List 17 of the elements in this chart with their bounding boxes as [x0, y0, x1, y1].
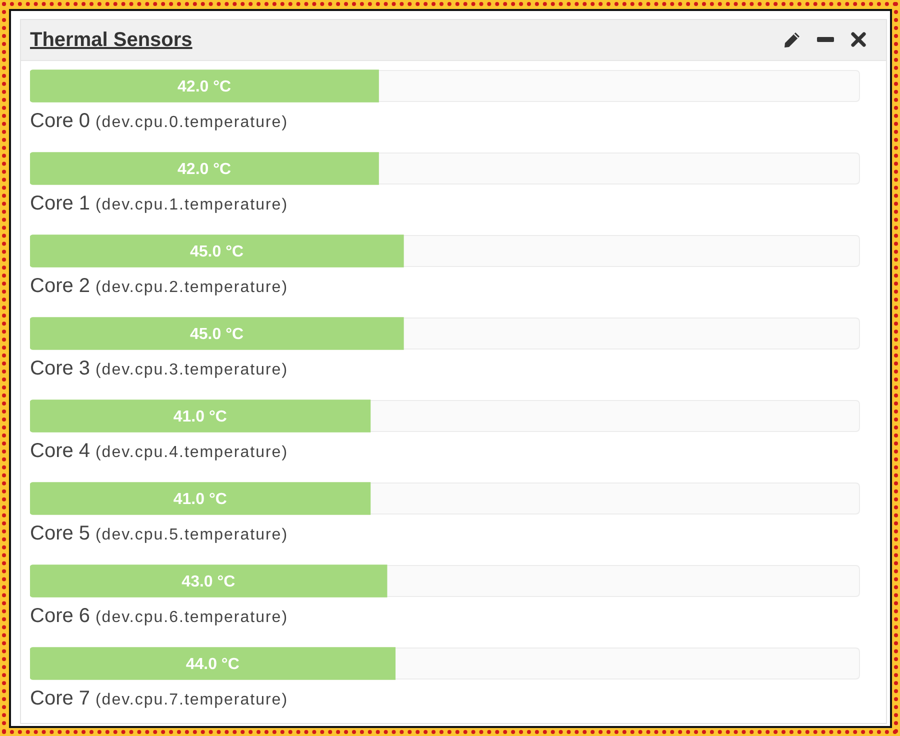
- data-label: 45.0 °C: [190, 326, 244, 343]
- y-tick-label: Core 5 (dev.cpu.5.temperature): [30, 522, 288, 544]
- y-tick-label: Core 3 (dev.cpu.3.temperature): [30, 358, 288, 380]
- data-label: 44.0 °C: [186, 656, 240, 673]
- y-tick-label: Core 6 (dev.cpu.6.temperature): [30, 605, 288, 627]
- data-label: 45.0 °C: [190, 243, 244, 260]
- y-tick-label: Core 1 (dev.cpu.1.temperature): [30, 192, 288, 214]
- y-tick-label: Core 7 (dev.cpu.7.temperature): [30, 688, 288, 710]
- data-label: 41.0 °C: [173, 490, 228, 508]
- data-label: 43.0 °C: [182, 573, 236, 590]
- data-label: 41.0 °C: [173, 408, 228, 426]
- data-label: 42.0 °C: [178, 160, 232, 178]
- y-tick-label: Core 2 (dev.cpu.2.temperature): [30, 275, 288, 297]
- chart-title: Thermal Sensors: [30, 28, 192, 52]
- data-label: 42.0 °C: [178, 78, 232, 96]
- y-tick-label: Core 4 (dev.cpu.4.temperature): [30, 440, 288, 462]
- y-tick-label: Core 0 (dev.cpu.0.temperature): [30, 110, 288, 132]
